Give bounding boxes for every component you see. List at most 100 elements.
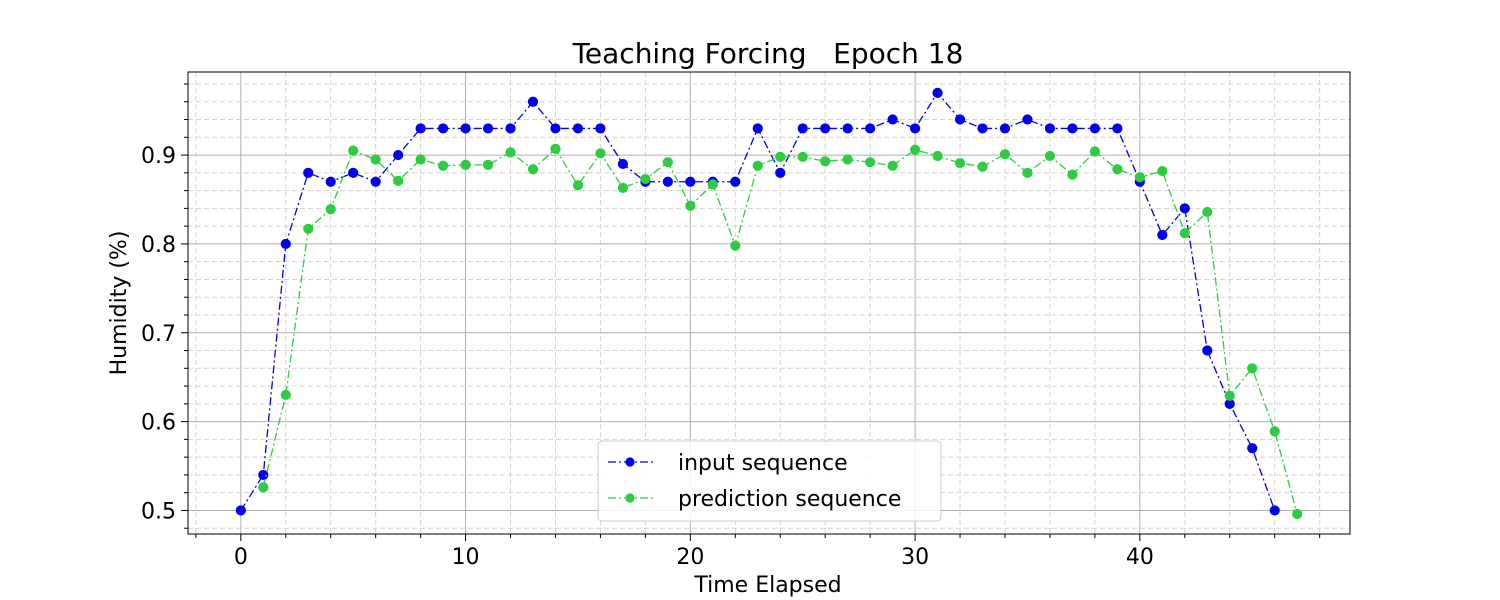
y-tick-label: 0.9 — [141, 144, 176, 169]
y-tick-label: 0.8 — [141, 233, 176, 258]
data-point — [820, 123, 831, 134]
data-point — [887, 114, 898, 125]
plot-area-frame — [187, 71, 1351, 535]
data-point — [1134, 172, 1145, 183]
legend-box — [597, 440, 942, 522]
data-point — [370, 154, 381, 165]
data-point — [707, 179, 718, 190]
data-point — [1044, 123, 1056, 134]
data-point — [932, 150, 943, 162]
x-tick-label: 0 — [234, 545, 248, 570]
data-point — [438, 160, 449, 171]
data-point — [348, 167, 359, 178]
data-point — [258, 469, 269, 481]
data-point — [1157, 229, 1168, 241]
data-point — [820, 156, 831, 167]
data-point — [527, 96, 539, 107]
data-point — [303, 223, 314, 234]
data-point — [1089, 146, 1100, 157]
data-point — [1247, 443, 1258, 454]
data-point — [775, 167, 786, 178]
data-point — [572, 123, 584, 134]
data-point — [842, 123, 853, 134]
data-point — [505, 123, 516, 134]
legend-label: input sequence — [678, 451, 848, 476]
data-point — [572, 180, 584, 191]
data-point — [662, 176, 673, 187]
data-point — [1044, 150, 1056, 162]
data-point — [887, 160, 898, 171]
data-point — [617, 182, 629, 194]
data-point — [325, 204, 336, 215]
y-axis-label: Humidity (%) — [107, 231, 132, 376]
data-point — [730, 240, 741, 251]
x-axis-label: Time Elapsed — [693, 573, 841, 598]
data-point — [1292, 508, 1303, 520]
data-point — [865, 157, 876, 168]
data-point — [1067, 123, 1078, 134]
data-point — [1269, 426, 1280, 437]
data-point — [393, 149, 404, 161]
data-point — [909, 123, 921, 134]
data-point — [685, 176, 696, 187]
x-tick-label: 20 — [676, 545, 704, 570]
data-point — [662, 157, 673, 168]
data-point — [752, 123, 763, 134]
axis-ticks — [181, 83, 1321, 541]
series-prediction-sequence — [258, 143, 1303, 520]
legend-marker — [625, 493, 635, 503]
data-point — [909, 144, 921, 155]
data-point — [1202, 345, 1213, 356]
data-point — [438, 123, 449, 134]
data-point — [303, 167, 314, 178]
data-point — [527, 164, 539, 175]
data-point — [730, 176, 741, 187]
data-point — [595, 148, 606, 159]
data-point — [280, 238, 291, 250]
data-point — [1067, 169, 1078, 180]
data-point — [258, 482, 269, 493]
data-point — [1022, 114, 1033, 125]
series-layer — [235, 87, 1303, 520]
data-point — [482, 123, 494, 134]
axis-tick-labels: 0 10 20 30 40 0.5 0.6 0.7 0.8 0.9 — [141, 144, 1154, 570]
data-point — [550, 143, 561, 154]
data-point — [1022, 167, 1033, 178]
data-point — [999, 149, 1011, 160]
legend-marker — [625, 457, 635, 467]
legend-label: prediction sequence — [678, 487, 901, 512]
data-point — [393, 175, 404, 186]
data-point — [505, 147, 516, 158]
data-point — [1202, 206, 1213, 218]
data-point — [460, 159, 471, 170]
data-point — [1179, 203, 1190, 214]
data-point — [1179, 228, 1190, 239]
data-point — [1247, 363, 1258, 374]
data-point — [640, 173, 651, 185]
data-point — [325, 176, 336, 187]
data-point — [1224, 390, 1235, 401]
chart-title: Teaching Forcing Epoch 18 — [572, 37, 964, 70]
data-point — [932, 87, 943, 98]
data-point — [460, 123, 471, 134]
y-tick-label: 0.7 — [141, 322, 176, 347]
data-point — [1112, 123, 1123, 134]
data-point — [954, 157, 966, 169]
data-point — [1157, 165, 1168, 177]
data-point — [865, 123, 876, 134]
data-point — [617, 158, 629, 170]
data-point — [797, 123, 808, 134]
data-point — [235, 505, 246, 516]
data-point — [595, 123, 606, 134]
data-point — [797, 151, 808, 162]
legend: input sequence prediction sequence — [597, 440, 942, 522]
data-point — [415, 123, 426, 134]
y-tick-label: 0.6 — [141, 411, 176, 436]
data-point — [550, 123, 561, 134]
x-tick-label: 30 — [901, 545, 929, 570]
data-point — [415, 154, 426, 165]
data-point — [348, 145, 359, 156]
x-tick-label: 40 — [1126, 545, 1154, 570]
data-point — [370, 176, 381, 187]
